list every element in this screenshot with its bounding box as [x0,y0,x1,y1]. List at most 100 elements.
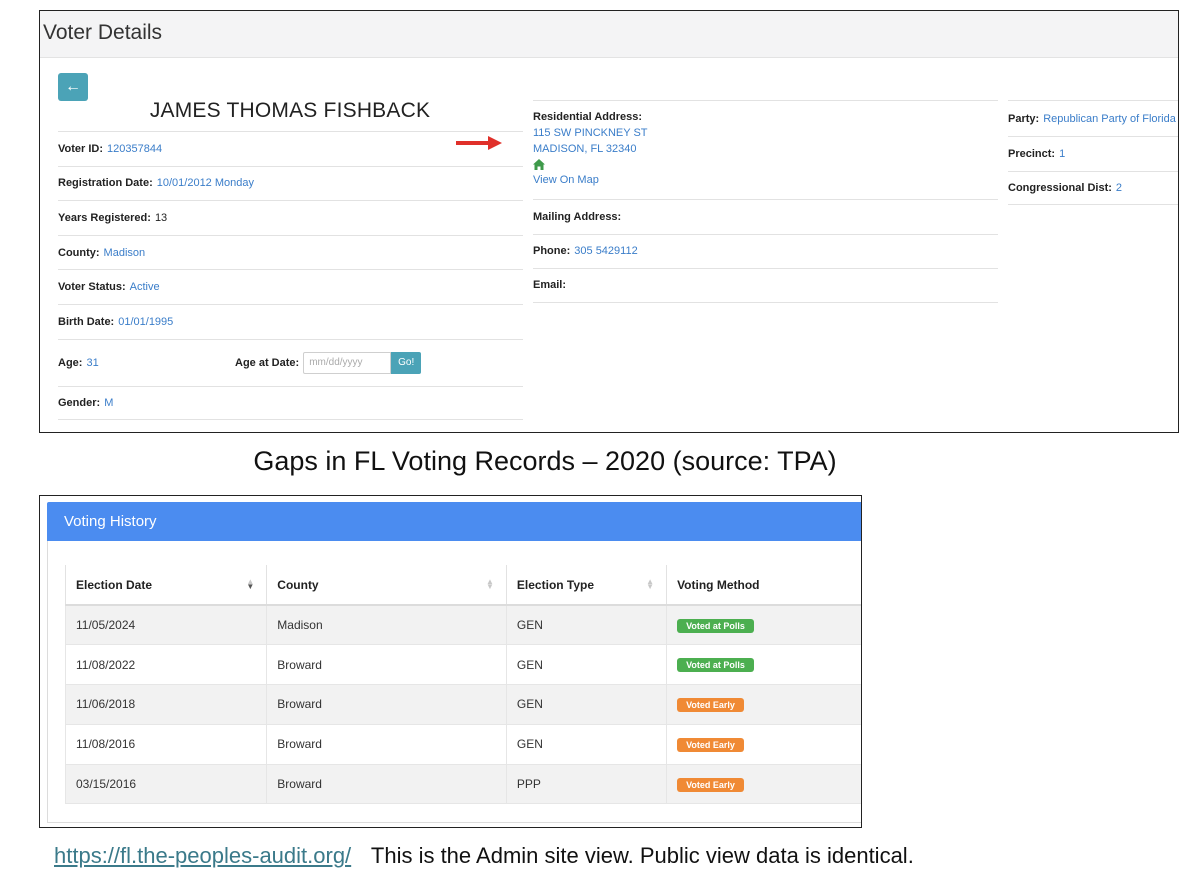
birth-date-label: Birth Date: [58,315,115,328]
registration-date-value[interactable]: 10/01/2012 Monday [156,177,254,190]
voting-method-badge: Voted at Polls [677,658,754,673]
go-button[interactable]: Go! [391,351,422,374]
voting-history-table: Election Date ▲ ▼ County ▲ ▼ Election Type… [64,565,861,805]
county-value[interactable]: Madison [103,246,146,259]
precinct-label: Precinct: [1008,147,1056,160]
voting-method-cell: Voted Early [666,684,861,725]
registration-date-label: Registration Date: [58,177,153,190]
voter-status-value[interactable]: Active [129,281,160,294]
county-cell: Madison [266,604,507,646]
county-row: County: Madison [58,234,523,270]
voter-name: JAMES THOMAS FISHBACK [149,99,431,122]
column-header-election-date[interactable]: Election Date ▲ ▼ [64,565,268,606]
election-type-cell: GEN [505,644,668,686]
congressional-dist-row: Congressional Dist: 2 [1008,170,1178,205]
voter-id-value[interactable]: 120357844 [107,142,163,155]
voting-method-cell: Voted at Polls [666,644,861,686]
election-type-cell: PPP [505,763,668,805]
peoples-audit-link[interactable]: https://fl.the-peoples-audit.org/ [54,843,352,868]
address-line-2[interactable]: MADISON, FL 32340 [533,143,637,155]
email-label: Email: [533,279,567,292]
column-header-voting-method[interactable]: Voting Method [666,565,861,606]
congressional-dist-label: Congressional Dist: [1008,181,1112,194]
slide-caption: Gaps in FL Voting Records – 2020 (source… [253,446,837,476]
party-value[interactable]: Republican Party of Florida [1043,112,1176,125]
election-type-cell: GEN [505,604,668,646]
table-row: 11/06/2018 Broward GEN Voted Early [64,684,861,725]
footer-note-text: This is the Admin site view. Public view… [370,843,914,868]
table-row: 03/15/2016 Broward PPP Voted Early [64,763,861,805]
column-header-label: Voting Method [677,577,760,592]
district-info-column: Party: Republican Party of Florida Preci… [1008,100,1178,205]
table-header-row: Election Date ▲ ▼ County ▲ ▼ Election Type… [64,565,861,606]
election-type-cell: GEN [505,684,668,725]
voter-status-row: Voter Status: Active [58,269,523,304]
phone-value[interactable]: 305 5429112 [574,245,638,258]
panel-title: Voter Details [43,21,163,44]
address-line-1[interactable]: 115 SW PINCKNEY ST [533,127,648,139]
age-at-date-input[interactable] [303,351,392,374]
arrow-left-icon: ← [65,78,81,95]
congressional-dist-value[interactable]: 2 [1115,181,1123,194]
age-label: Age: [58,356,83,369]
voting-method-cell: Voted Early [666,763,861,805]
column-header-election-type[interactable]: Election Type ▲ ▼ [505,565,668,606]
voting-history-header: Voting History [47,502,861,541]
home-icon [533,159,545,170]
column-header-label: Election Type [516,577,595,592]
voter-details-panel: Voter Details ← JAMES THOMAS FISHBACK Vo… [39,10,1179,433]
voting-method-cell: Voted at Polls [666,604,861,646]
party-row: Party: Republican Party of Florida [1008,100,1178,136]
table-row: 11/08/2016 Broward GEN Voted Early [64,723,861,765]
mailing-address-row: Mailing Address: [533,199,998,234]
voting-history-panel: Voting History Election Date ▲ ▼ County ▲… [39,495,862,828]
age-value[interactable]: 31 [86,356,99,369]
voter-id-row: Voter ID: 120357844 [58,131,523,166]
election-date-cell: 11/05/2024 [64,604,268,646]
red-arrow-icon [456,136,502,150]
sort-icon: ▲ ▼ [486,577,494,591]
voting-method-badge: Voted Early [677,777,744,792]
voter-status-label: Voter Status: [58,281,126,294]
email-row: Email: [533,268,998,303]
gender-row: Gender: M [58,385,523,420]
precinct-value[interactable]: 1 [1059,147,1066,160]
gender-value[interactable]: M [104,396,114,409]
sort-icon: ▲ ▼ [646,577,655,591]
voter-info-column: Voter ID: 120357844 Registration Date: 1… [58,131,523,420]
years-registered-label: Years Registered: [58,211,151,224]
contact-info-column: Residential Address: 115 SW PINCKNEY ST … [533,100,998,303]
election-date-cell: 11/08/2022 [64,644,268,686]
election-type-cell: GEN [505,723,668,765]
voting-history-body: Election Date ▲ ▼ County ▲ ▼ Election Type… [47,541,861,823]
mailing-address-label: Mailing Address: [533,210,622,223]
election-date-cell: 11/08/2016 [64,723,268,765]
voter-id-label: Voter ID: [58,142,104,155]
voter-details-header: Voter Details [40,11,1178,58]
table-row: 11/08/2022 Broward GEN Voted at Polls [64,644,861,686]
residential-address-row: Residential Address: 115 SW PINCKNEY ST … [533,100,998,199]
view-on-map-link[interactable]: View On Map [533,174,599,186]
column-header-label: County [277,577,319,592]
birth-date-value[interactable]: 01/01/1995 [118,315,174,328]
election-date-cell: 03/15/2016 [64,763,268,805]
county-label: County: [58,246,100,259]
voting-method-badge: Voted at Polls [677,618,754,633]
years-registered-row: Years Registered: 13 [58,200,523,235]
county-cell: Broward [266,763,507,805]
voting-method-badge: Voted Early [677,697,744,712]
table-row: 11/05/2024 Madison GEN Voted at Polls [64,604,861,646]
age-at-date-group: Age at Date: Go! [235,351,422,374]
phone-label: Phone: [533,245,571,258]
column-header-label: Election Date [76,577,153,592]
registration-date-row: Registration Date: 10/01/2012 Monday [58,165,523,201]
birth-date-row: Birth Date: 01/01/1995 [58,303,523,339]
column-header-county[interactable]: County ▲ ▼ [266,565,507,606]
back-button[interactable]: ← [58,73,88,101]
sort-icon: ▲ ▼ [246,577,255,591]
party-label: Party: [1008,112,1040,125]
gender-label: Gender: [58,396,101,409]
age-row: Age: 31 Age at Date: Go! [58,338,523,386]
voting-method-badge: Voted Early [677,737,744,752]
years-registered-value: 13 [154,211,168,224]
